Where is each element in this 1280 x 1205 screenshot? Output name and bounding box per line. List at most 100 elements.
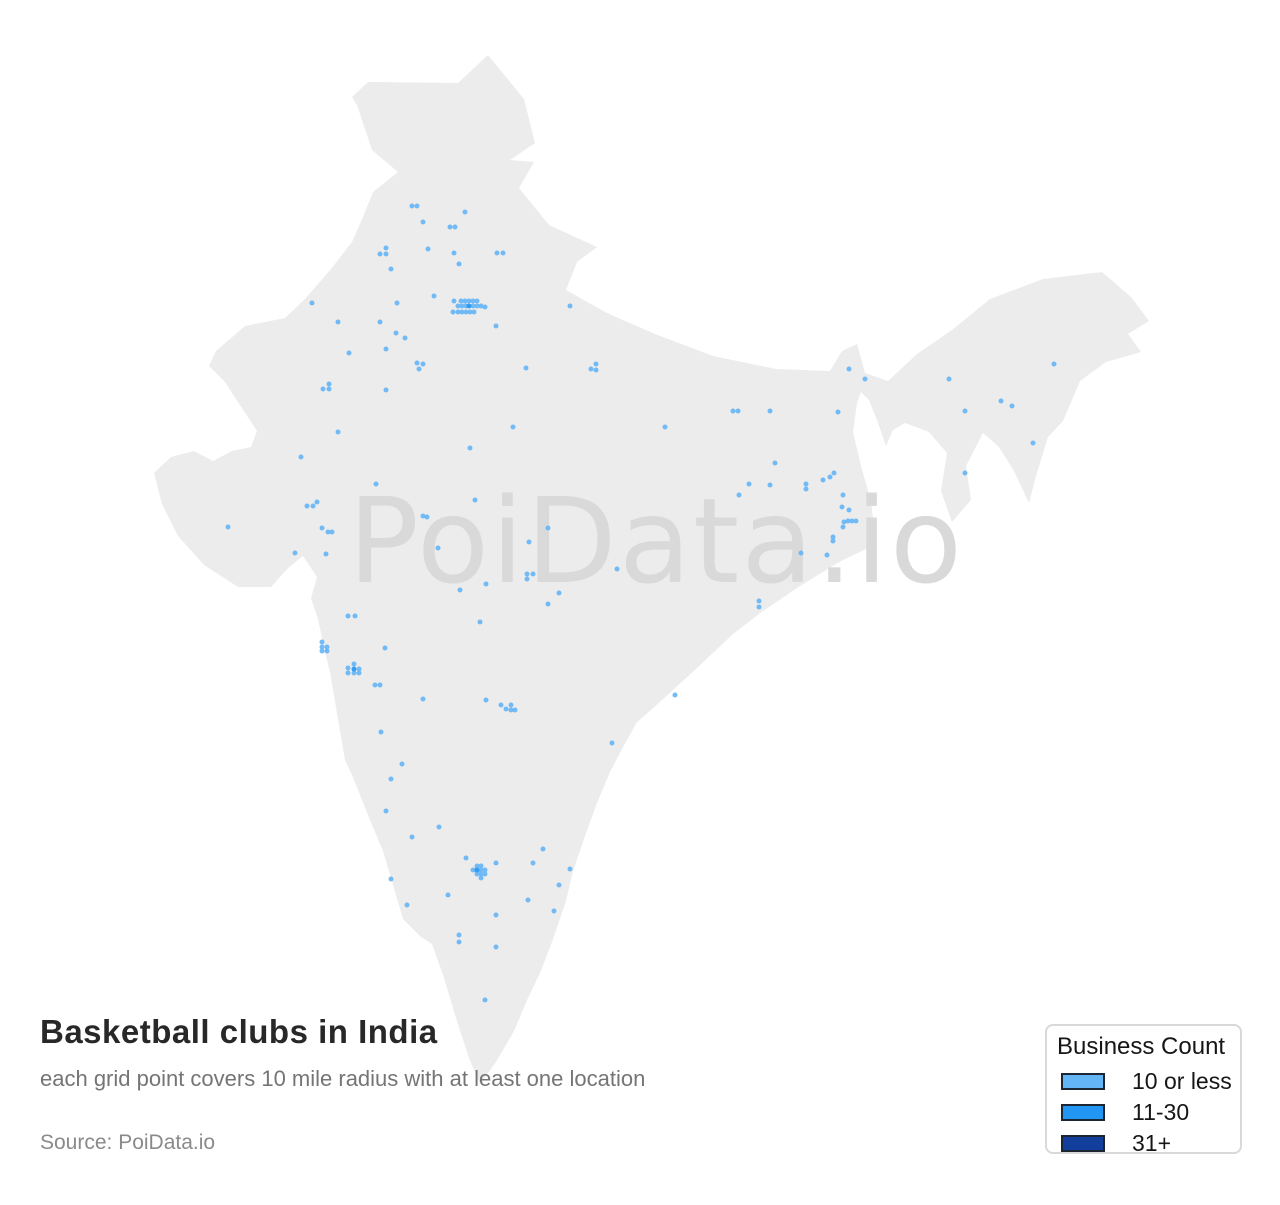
map-dot [320, 386, 326, 392]
map-dot [482, 867, 488, 873]
map-dot [946, 376, 952, 382]
map-dot [849, 518, 855, 524]
map-dot [335, 319, 341, 325]
map-dot [424, 514, 430, 520]
map-dot [377, 682, 383, 688]
map-dot [477, 619, 483, 625]
map-dot [853, 518, 859, 524]
map-dot [309, 300, 315, 306]
map-dot [470, 867, 476, 873]
page-title: Basketball clubs in India [40, 1013, 438, 1050]
map-dot [508, 707, 514, 713]
map-dot [445, 892, 451, 898]
map-dot [493, 912, 499, 918]
map-dot [840, 492, 846, 498]
map-dot [474, 298, 480, 304]
map-dot [524, 571, 530, 577]
map-dot [835, 409, 841, 415]
map-dot [551, 908, 557, 914]
map-dot [383, 387, 389, 393]
map-dot [462, 298, 468, 304]
map-dot [508, 702, 514, 708]
map-dot [512, 707, 518, 713]
map-dot [483, 697, 489, 703]
map-dot [455, 309, 461, 315]
map-dot [545, 525, 551, 531]
map-dot [346, 350, 352, 356]
map-dot [839, 504, 845, 510]
map-dot [482, 871, 488, 877]
map-dot [845, 518, 851, 524]
map-dot [556, 882, 562, 888]
map-dot [292, 550, 298, 556]
map-dot [399, 761, 405, 767]
map-dot [478, 863, 484, 869]
map-dot [474, 867, 480, 873]
map-dot [471, 309, 477, 315]
map-dot [373, 481, 379, 487]
map-dot [803, 486, 809, 492]
map-dot [356, 670, 362, 676]
map-dot [383, 245, 389, 251]
map-dot [414, 360, 420, 366]
map-dot [329, 529, 335, 535]
map-dot [526, 539, 532, 545]
map-dot [456, 261, 462, 267]
map-dot [474, 303, 480, 309]
map-dot [377, 251, 383, 257]
map-dot [1051, 361, 1057, 367]
map-dot [841, 519, 847, 525]
map-dot [351, 670, 357, 676]
map-dot [614, 566, 620, 572]
watermark-text: PoiData.io [348, 472, 964, 610]
map-dot [830, 538, 836, 544]
title-block: Basketball clubs in India each grid poin… [40, 1012, 800, 1092]
map-dot [466, 298, 472, 304]
legend-label-mid: 11-30 [1132, 1099, 1190, 1125]
legend-swatch-mid-icon [1061, 1104, 1105, 1121]
map-dot [746, 481, 752, 487]
map-dot [383, 251, 389, 257]
map-dot [324, 648, 330, 654]
map-dot [846, 507, 852, 513]
map-dot [567, 866, 573, 872]
map-dot [325, 529, 331, 535]
map-dot [452, 224, 458, 230]
map-dot [493, 860, 499, 866]
map-dot [540, 846, 546, 852]
map-dot [455, 303, 461, 309]
map-dot [593, 361, 599, 367]
map-dot [530, 571, 536, 577]
map-dot [756, 604, 762, 610]
map-dot [736, 492, 742, 498]
map-dot [335, 429, 341, 435]
map-dot [298, 454, 304, 460]
map-dot [310, 503, 316, 509]
map-dot [456, 939, 462, 945]
map-dot [470, 303, 476, 309]
map-dot [458, 298, 464, 304]
map-dot [383, 808, 389, 814]
map-dot [672, 692, 678, 698]
map-dot [377, 319, 383, 325]
map-dot [324, 644, 330, 650]
map-dot [474, 871, 480, 877]
map-dot [447, 224, 453, 230]
map-dot [225, 524, 231, 530]
india-map-shape [154, 55, 1149, 1084]
map-dot [466, 303, 472, 309]
map-dot [416, 366, 422, 372]
map-dot [824, 552, 830, 558]
map-dot [388, 776, 394, 782]
map-dot [503, 706, 509, 712]
map-dot [467, 309, 473, 315]
map-dot [459, 303, 465, 309]
map-dot [1009, 403, 1015, 409]
map-dot [862, 376, 868, 382]
map-dot [482, 304, 488, 310]
map-dot [831, 470, 837, 476]
legend-row-mid: 11-30 [1057, 1097, 1230, 1128]
map-dot [470, 298, 476, 304]
map-dot [545, 601, 551, 607]
legend-swatch-high-icon [1061, 1135, 1105, 1152]
